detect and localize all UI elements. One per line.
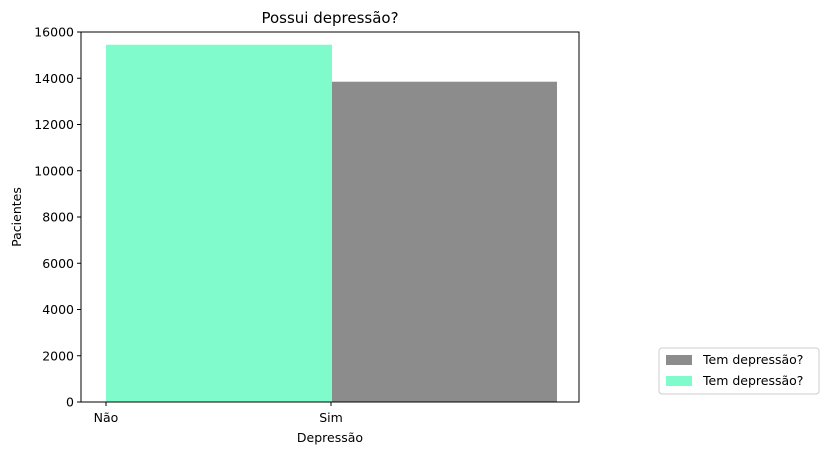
legend-swatch-1 [666, 376, 692, 386]
legend-label-0: Tem depressão? [702, 352, 803, 367]
legend-swatch-0 [666, 355, 692, 365]
x-tick-label: Sim [319, 410, 343, 425]
y-tick-label: 2000 [42, 348, 74, 363]
y-tick-label: 8000 [42, 210, 74, 225]
y-tick-label: 0 [66, 395, 74, 410]
legend-box [658, 347, 820, 395]
legend: Tem depressão? Tem depressão? [658, 347, 820, 395]
y-tick-label: 12000 [34, 117, 74, 132]
y-tick-label: 6000 [42, 256, 74, 271]
x-axis-label: Depressão [297, 430, 363, 445]
y-tick-label: 16000 [34, 25, 74, 40]
y-tick-label: 4000 [42, 302, 74, 317]
y-tick-label: 14000 [34, 71, 74, 86]
x-axis-ticks: Não Sim [94, 402, 343, 425]
y-tick-label: 10000 [34, 163, 74, 178]
bars-group [106, 44, 557, 402]
chart-title: Possui depressão? [261, 9, 398, 27]
y-axis-ticks: 0 2000 4000 6000 8000 10000 12000 14000 16000 [34, 25, 81, 410]
bar-no [106, 44, 332, 402]
x-tick-label: Não [94, 410, 119, 425]
legend-label-1: Tem depressão? [702, 373, 803, 388]
bar-sim [331, 81, 557, 402]
y-axis-label: Pacientes [9, 187, 24, 247]
